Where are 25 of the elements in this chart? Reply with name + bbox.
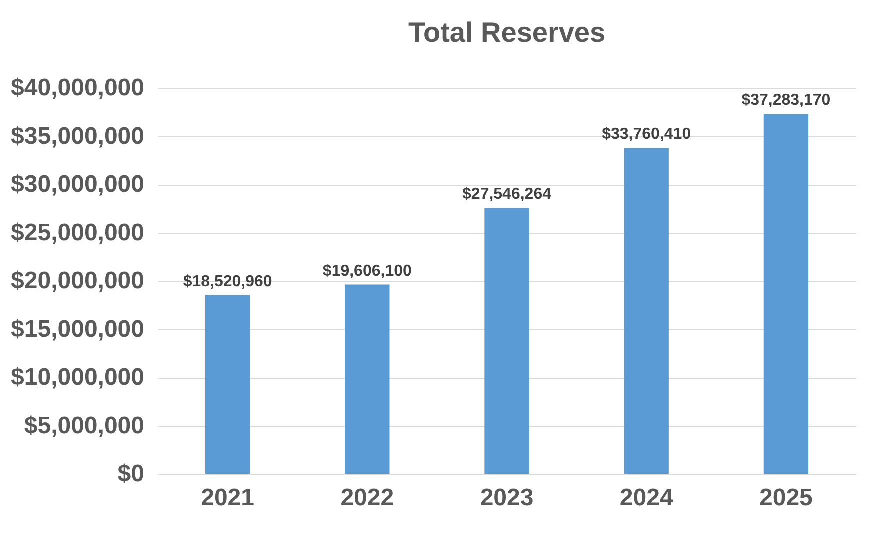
y-tick-label: $15,000,000 (11, 316, 144, 343)
y-tick-label: $40,000,000 (11, 74, 144, 102)
data-label: $33,760,410 (602, 126, 692, 144)
bar (624, 148, 669, 474)
x-tick-label: 2025 (760, 484, 813, 512)
x-tick-label: 2023 (480, 484, 534, 512)
y-tick-label: $0 (118, 460, 144, 488)
y-tick-label: $10,000,000 (11, 364, 144, 391)
y-tick-label: $30,000,000 (11, 171, 144, 198)
y-tick-label: $35,000,000 (11, 122, 144, 150)
x-tick-label: 2022 (340, 484, 394, 512)
data-label: $19,606,100 (322, 262, 412, 280)
data-label: $18,520,960 (183, 273, 272, 290)
chart-title: Total Reserves (408, 17, 606, 48)
bar (484, 208, 530, 474)
y-tick-label: $20,000,000 (11, 268, 144, 294)
y-tick-label: $25,000,000 (11, 219, 144, 246)
bar (764, 114, 809, 474)
data-label: $37,283,170 (742, 92, 831, 110)
bar (205, 295, 250, 474)
bar (345, 284, 390, 474)
x-tick-label: 2021 (201, 484, 254, 512)
y-tick-label: $5,000,000 (24, 412, 144, 440)
x-tick-label: 2024 (620, 484, 674, 512)
data-label: $27,546,264 (462, 186, 552, 204)
